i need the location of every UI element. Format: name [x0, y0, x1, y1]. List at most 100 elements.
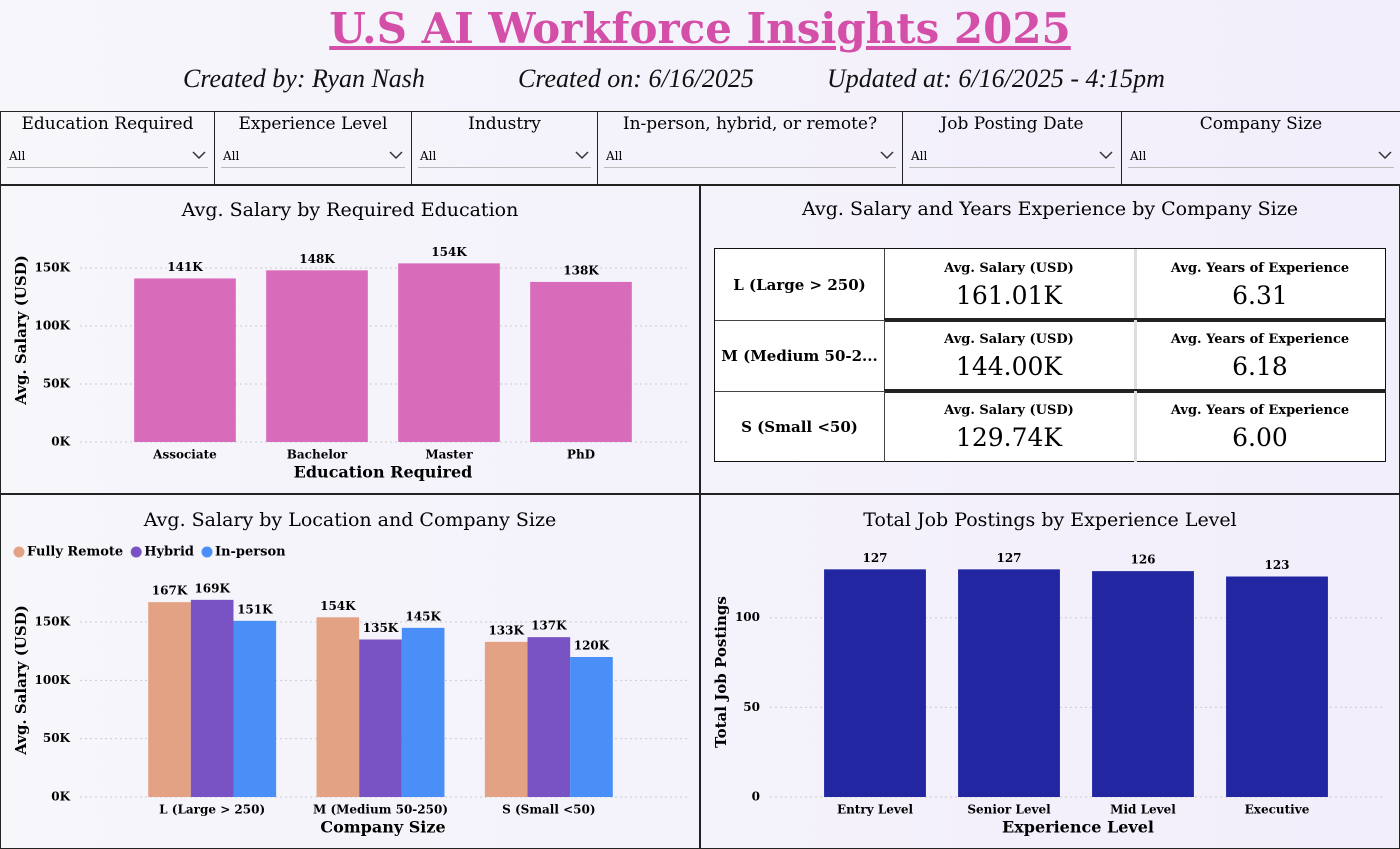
cell-border: [884, 249, 885, 320]
bar: [1226, 576, 1328, 797]
bar: [148, 602, 191, 797]
x-tick-label: S (Small <50): [502, 803, 595, 817]
chart-title: Total Job Postings by Experience Level: [863, 509, 1237, 531]
y-tick-label: 100: [735, 610, 760, 624]
data-label: 145K: [405, 609, 441, 623]
chevron: [1378, 151, 1392, 160]
y-tick-label: 150K: [35, 615, 71, 629]
row-label: S (Small <50): [741, 418, 858, 436]
chevron: [880, 151, 894, 160]
legend-marker: [201, 546, 213, 558]
kpi-label: Avg. Salary (USD): [944, 261, 1074, 276]
bar: [527, 637, 571, 797]
kpi-value: 6.31: [1232, 281, 1288, 310]
filter-dropdown[interactable]: All: [7, 145, 208, 168]
bar: [233, 620, 277, 797]
filter-dropdown[interactable]: All: [418, 145, 591, 168]
kpi-value: 129.74K: [955, 423, 1063, 452]
chevron: [575, 151, 589, 160]
data-label: 141K: [167, 260, 203, 274]
kpi-value: 6.18: [1232, 352, 1288, 381]
data-label: 148K: [299, 252, 335, 266]
company-size-table: L (Large > 250) Avg. Salary (USD) 161.01K A…: [714, 248, 1386, 462]
row-label: L (Large > 250): [733, 276, 866, 294]
kpi-value: 144.00K: [955, 352, 1063, 381]
data-label: 126: [1130, 553, 1155, 567]
data-label: 169K: [194, 581, 230, 595]
filter: Company Size All: [1121, 111, 1400, 185]
x-tick-label: Executive: [1245, 803, 1310, 817]
cell-border: [1134, 249, 1137, 320]
data-label: 154K: [431, 245, 467, 259]
kpi-value: 161.01K: [955, 281, 1063, 310]
panel: [0, 185, 701, 495]
x-tick-label: Senior Level: [967, 803, 1051, 817]
data-label: 138K: [563, 263, 599, 277]
cell-border: [715, 391, 884, 392]
x-axis-title: Company Size: [320, 818, 445, 837]
bar: [824, 569, 926, 797]
row-label: M (Medium 50-2...: [721, 347, 878, 365]
legend-label: Hybrid: [144, 545, 194, 560]
filter-value: All: [223, 149, 240, 163]
page-title: U.S AI Workforce Insights 2025: [329, 4, 1071, 53]
cell-border: [1134, 391, 1137, 462]
x-tick-label: L (Large > 250): [159, 803, 265, 817]
x-tick-label: Entry Level: [837, 803, 914, 817]
bar: [401, 627, 445, 797]
chevron: [192, 151, 206, 160]
y-tick-label: 0K: [51, 790, 70, 804]
legend-label: Fully Remote: [27, 545, 123, 560]
bar: [958, 569, 1060, 797]
created-by: Created by: Ryan Nash: [183, 64, 425, 93]
kpi-value: 6.00: [1232, 423, 1288, 452]
x-tick-label: Mid Level: [1110, 803, 1176, 817]
filter-value: All: [9, 149, 26, 163]
table-title: Avg. Salary and Years Experience by Comp…: [802, 198, 1298, 220]
y-axis-title: Avg. Salary (USD): [12, 605, 30, 756]
kpi-label: Avg. Years of Experience: [1170, 332, 1350, 347]
filter-dropdown[interactable]: All: [221, 145, 405, 168]
filter-label: Experience Level: [238, 114, 388, 134]
updated-at: Updated at: 6/16/2025 - 4:15pm: [827, 64, 1165, 93]
bar: [570, 657, 613, 797]
data-label: 137K: [531, 619, 567, 633]
data-label: 127: [862, 551, 887, 565]
filter-dropdown[interactable]: All: [1128, 145, 1394, 168]
y-tick-label: 100K: [35, 673, 71, 687]
kpi-label: Avg. Salary (USD): [944, 332, 1074, 347]
filter-label: Company Size: [1199, 114, 1323, 134]
y-tick-label: 100K: [35, 319, 71, 333]
x-axis-title: Experience Level: [1002, 818, 1154, 837]
data-label: 151K: [237, 602, 273, 616]
cell-border: [884, 391, 885, 462]
y-axis-title: Avg. Salary (USD): [12, 255, 30, 406]
filter-value: All: [420, 149, 437, 163]
filter-label: Education Required: [21, 114, 194, 134]
data-label: 127: [996, 551, 1021, 565]
legend-marker: [130, 546, 142, 558]
filter-value: All: [1130, 149, 1147, 163]
y-tick-label: 0: [752, 790, 760, 804]
y-tick-label: 50: [743, 700, 760, 714]
bar: [1092, 571, 1194, 797]
filter-label: Job Posting Date: [940, 114, 1084, 134]
bar: [398, 263, 500, 442]
chart-title: Avg. Salary by Required Education: [181, 199, 519, 221]
x-axis-title: Education Required: [294, 463, 473, 482]
legend-marker: [13, 546, 25, 558]
cell-border: [884, 320, 885, 391]
x-tick-label: M (Medium 50-250): [313, 803, 448, 817]
filter-dropdown[interactable]: All: [909, 145, 1115, 168]
bar: [134, 278, 236, 442]
y-tick-label: 0K: [51, 435, 70, 449]
y-axis-title: Total Job Postings: [712, 596, 730, 748]
filter-value: All: [606, 149, 623, 163]
filter-dropdown[interactable]: All: [604, 145, 896, 168]
legend-label: In-person: [215, 545, 286, 560]
chevron: [389, 151, 403, 160]
x-tick-label: Master: [425, 448, 473, 462]
kpi-label: Avg. Years of Experience: [1170, 261, 1350, 276]
